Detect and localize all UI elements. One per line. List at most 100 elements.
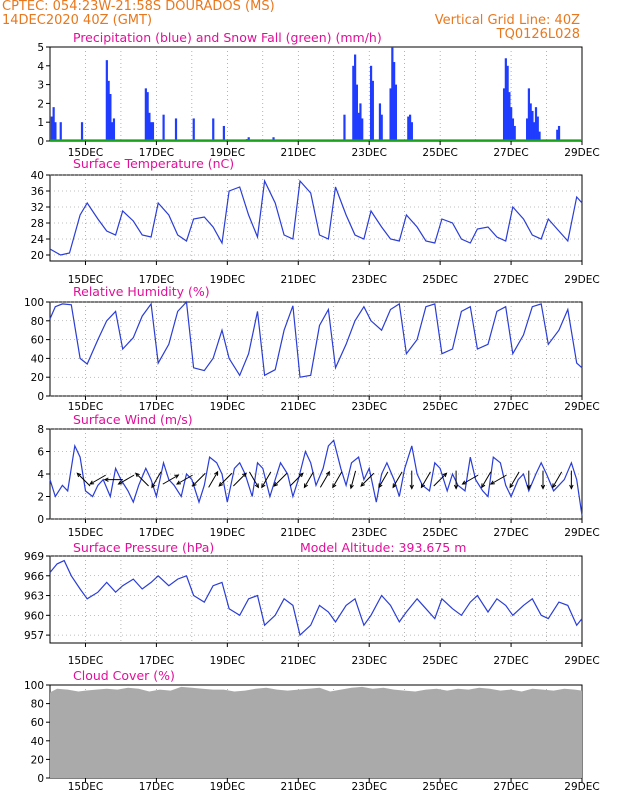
wind-vector-head	[420, 483, 426, 489]
precip-bar	[359, 103, 362, 141]
pressure-xtick-label: 19DEC	[210, 655, 245, 667]
wind-vector-head	[509, 483, 514, 489]
precip-bar	[80, 122, 84, 141]
temp-ytick-label: 36	[31, 186, 45, 198]
wind-vector-head	[540, 484, 546, 490]
pressure-title: Surface Pressure (hPa)	[73, 540, 214, 555]
humidity-xtick-label: 23DEC	[351, 401, 386, 413]
wind-vector	[176, 474, 193, 485]
wind-vector	[162, 474, 179, 485]
wind-vector	[509, 471, 520, 488]
wind-xtick-label: 19DEC	[210, 527, 245, 539]
temp-xtick-label: 25DEC	[422, 274, 457, 286]
pressure-xtick-label: 25DEC	[422, 655, 457, 667]
precip-ytick-label: 1	[37, 117, 44, 129]
pressure-annotation: Model Altitude: 393.675 m	[300, 540, 466, 555]
wind-vector-head	[191, 482, 197, 487]
cloud-xtick-label: 27DEC	[493, 781, 528, 793]
pressure-xtick-label: 15DEC	[68, 655, 103, 667]
wind-vector	[552, 471, 563, 488]
precip-ytick-label: 2	[37, 98, 44, 110]
humidity-xtick-label: 29DEC	[564, 401, 599, 413]
precip-bar	[151, 122, 155, 141]
precip-bar	[107, 80, 110, 141]
wind-vector-head	[453, 484, 459, 490]
precip-xtick-label: 19DEC	[210, 147, 245, 159]
wind-vector	[261, 471, 272, 488]
temp-xtick-label: 23DEC	[351, 274, 386, 286]
pressure-ytick-label: 963	[24, 591, 44, 603]
cloud-area	[50, 686, 582, 778]
precip-bar	[536, 116, 539, 141]
precip-bar	[410, 122, 413, 141]
temp-title: Surface Temperature (nC)	[73, 156, 234, 171]
precip-title: Precipitation (blue) and Snow Fall (gree…	[73, 30, 382, 45]
precip-bar	[111, 122, 114, 141]
humidity-xtick-label: 17DEC	[139, 401, 174, 413]
wind-xtick-label: 21DEC	[281, 527, 316, 539]
wind-vector	[433, 472, 447, 487]
cloud-ytick-label: 40	[31, 736, 44, 748]
wind-vector-head	[176, 480, 182, 485]
precip-bar	[212, 118, 215, 141]
pressure-xtick-label: 23DEC	[351, 655, 386, 667]
wind-vector-head	[378, 483, 383, 489]
precip-xtick-label: 15DEC	[68, 147, 103, 159]
humidity-xtick-label: 25DEC	[422, 401, 457, 413]
temp-ytick-label: 20	[31, 250, 44, 262]
cloud-ytick-label: 0	[37, 773, 44, 785]
pressure-xtick-label: 29DEC	[564, 655, 599, 667]
humidity-xtick-label: 21DEC	[281, 401, 316, 413]
temp-xtick-label: 21DEC	[281, 274, 316, 286]
wind-vector-head	[214, 470, 219, 476]
temp-ytick-label: 32	[31, 202, 44, 214]
wind-vector	[233, 472, 247, 487]
wind-vector-head	[392, 483, 397, 489]
precip-bar	[529, 103, 532, 141]
humidity-line	[49, 300, 583, 378]
precip-bar	[538, 131, 541, 141]
precip-bar	[112, 118, 116, 141]
precip-bar	[511, 118, 515, 141]
wind-vector	[289, 472, 304, 487]
precip-bar	[343, 114, 346, 141]
precip-xtick-label: 25DEC	[422, 147, 457, 159]
wind-xtick-label: 27DEC	[493, 527, 528, 539]
precip-bar	[105, 60, 108, 141]
pressure-xtick-label: 27DEC	[493, 655, 528, 667]
precip-bar	[59, 122, 62, 141]
temp-line	[49, 178, 583, 256]
wind-vector	[332, 471, 343, 488]
precip-bar	[393, 62, 396, 141]
wind-vector-head	[218, 482, 224, 487]
wind-vector-head	[526, 484, 531, 490]
pressure-xtick-label: 17DEC	[139, 655, 174, 667]
wind-vector	[490, 474, 507, 485]
wind-xtick-label: 29DEC	[564, 527, 599, 539]
precip-bar	[50, 116, 53, 141]
wind-vector-head	[442, 472, 448, 478]
wind-xtick-label: 25DEC	[422, 527, 457, 539]
cloud-ytick-label: 20	[31, 754, 44, 766]
precip-bar	[355, 84, 358, 141]
precip-bar	[222, 125, 225, 141]
precip-bar	[357, 112, 360, 141]
wind-vector-head	[489, 480, 495, 485]
precip-bar	[144, 88, 147, 141]
precip-bar	[527, 88, 530, 141]
precip-bar	[389, 88, 392, 141]
wind-vector-head	[254, 483, 259, 489]
precip-bar	[150, 122, 153, 141]
precip-ytick-label: 0	[37, 136, 44, 148]
precip-bar	[504, 58, 507, 141]
wind-vector-head	[134, 472, 140, 478]
wind-vector	[218, 472, 233, 487]
wind-vector	[249, 471, 259, 488]
precip-bar	[146, 92, 149, 141]
precip-ytick-label: 4	[37, 61, 44, 73]
precip-bar	[148, 112, 151, 141]
wind-line	[49, 439, 583, 516]
precip-bar	[526, 118, 529, 141]
precip-xtick-label: 21DEC	[281, 147, 316, 159]
wind-vector	[378, 471, 389, 488]
